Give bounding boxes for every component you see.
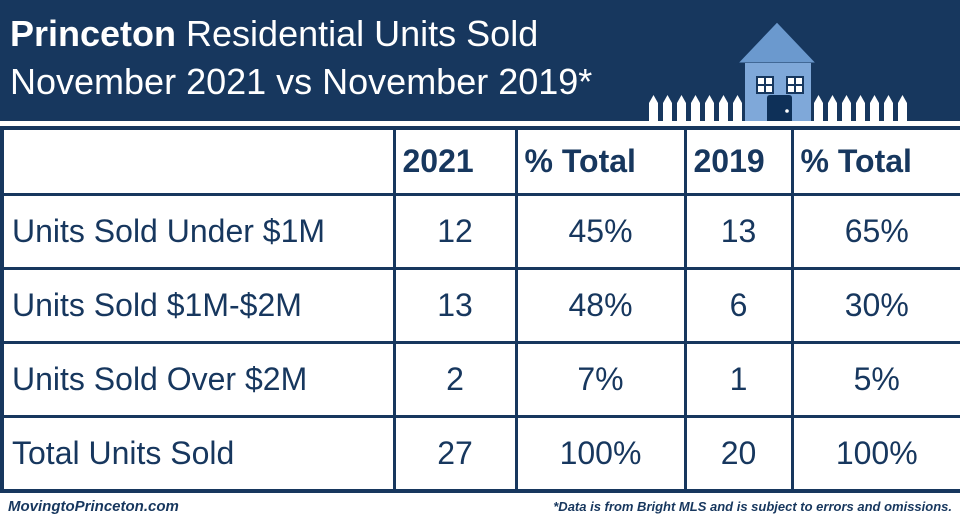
cell-value: 5%: [790, 340, 960, 419]
house-window-icon: [756, 76, 804, 94]
row-label: Units Sold Under $1M: [0, 192, 396, 270]
cell-value: 1: [683, 340, 794, 419]
table-row: Units Sold Over $2M 2 7% 1 5%: [0, 340, 960, 419]
column-header-2019: 2019: [683, 126, 794, 196]
footer-disclaimer: *Data is from Bright MLS and is subject …: [553, 499, 952, 514]
page-title-block: Princeton Residential Units Sold Novembe…: [10, 10, 592, 106]
table-row: Units Sold Under $1M 12 45% 13 65%: [0, 192, 960, 270]
cell-value: 100%: [790, 415, 960, 493]
row-label: Units Sold $1M-$2M: [0, 266, 396, 345]
title-emphasis: Princeton: [10, 13, 177, 54]
cell-value: 48%: [514, 266, 687, 345]
cell-value: 20: [683, 415, 794, 493]
page-title: Princeton Residential Units Sold: [10, 10, 592, 58]
cell-value: 13: [392, 266, 518, 345]
title-rest: Residential Units Sold: [176, 13, 539, 54]
house-door: [767, 95, 792, 121]
table-row-total: Total Units Sold 27 100% 20 100%: [0, 415, 960, 493]
cell-value: 13: [683, 192, 794, 270]
cell-value: 7%: [514, 340, 687, 419]
data-table: 2021 % Total 2019 % Total Units Sold Und…: [0, 126, 960, 493]
cell-value: 100%: [514, 415, 687, 493]
row-label: Total Units Sold: [0, 415, 396, 493]
column-header-pct-total-2021: % Total: [514, 126, 687, 196]
header-banner: Princeton Residential Units Sold Novembe…: [0, 0, 960, 121]
page-subtitle: November 2021 vs November 2019*: [10, 61, 593, 102]
cell-value: 2: [392, 340, 518, 419]
row-label: Units Sold Over $2M: [0, 340, 396, 419]
table-row: Units Sold $1M-$2M 13 48% 6 30%: [0, 266, 960, 345]
column-header-2021: 2021: [392, 126, 518, 196]
house-icon: [649, 21, 907, 121]
cell-value: 30%: [790, 266, 960, 345]
picket-fence-icon: [649, 95, 742, 121]
column-header-blank: [0, 126, 396, 196]
column-header-pct-total-2019: % Total: [790, 126, 960, 196]
footer-site-url: MovingtoPrinceton.com: [8, 498, 179, 515]
cell-value: 65%: [790, 192, 960, 270]
cell-value: 27: [392, 415, 518, 493]
table-header-row: 2021 % Total 2019 % Total: [0, 126, 960, 196]
cell-value: 12: [392, 192, 518, 270]
house-roof: [736, 21, 818, 64]
cell-value: 45%: [514, 192, 687, 270]
door-knob: [785, 109, 789, 113]
cell-value: 6: [683, 266, 794, 345]
picket-fence-icon: [814, 95, 907, 121]
